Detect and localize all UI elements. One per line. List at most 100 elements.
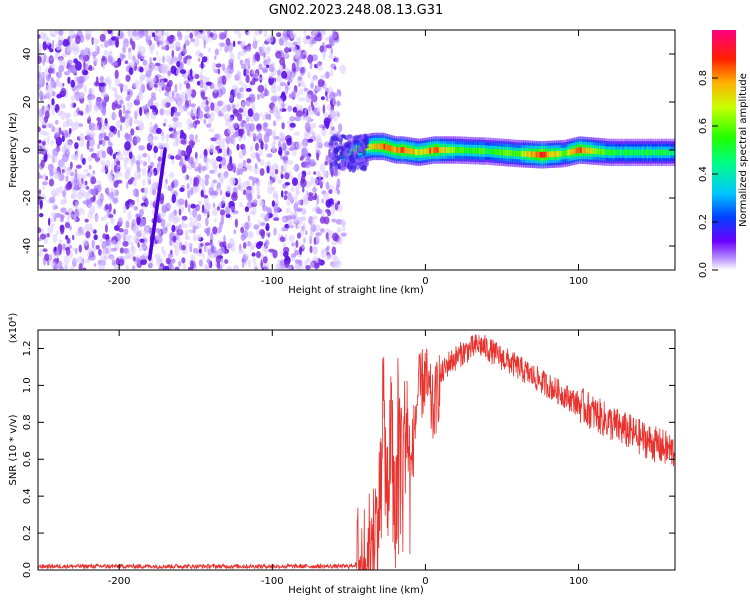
snr-x-ticks: -200 -100 0 100 bbox=[108, 330, 588, 587]
spectrogram-noise-cell bbox=[172, 179, 179, 188]
spectrogram-noise-cell bbox=[305, 265, 311, 270]
spectrogram-noise-cell bbox=[171, 49, 175, 58]
spectrogram-noise-cell bbox=[180, 150, 186, 157]
spectrogram-noise-cell bbox=[151, 92, 156, 98]
spectrogram-noise-cell bbox=[307, 194, 314, 202]
spectrogram-signal-cell bbox=[627, 149, 631, 156]
spectrogram-noise-cell bbox=[211, 253, 218, 259]
spectrogram-noise-cell bbox=[257, 158, 261, 163]
spectrogram-noise-cell bbox=[185, 235, 191, 241]
spectrogram-noise-cell bbox=[38, 189, 42, 195]
spectrogram-signal-cell bbox=[583, 147, 587, 154]
spectrogram-onset-cell bbox=[338, 137, 344, 142]
spectrogram-noise-cell bbox=[44, 152, 48, 162]
snr-x-tick-label: -100 bbox=[261, 576, 284, 587]
spectrogram-onset-cell bbox=[363, 158, 367, 163]
spectrogram-noise-cell bbox=[174, 266, 180, 270]
spectrogram-noise-cell bbox=[96, 45, 100, 55]
spectrogram-noise-cell bbox=[186, 118, 193, 127]
spectrogram-noise-cell bbox=[163, 122, 166, 127]
spectrogram-noise-cell bbox=[60, 227, 65, 235]
spectrogram-noise-cell bbox=[292, 166, 297, 171]
spectrogram-noise-cell bbox=[165, 178, 168, 185]
spectrogram-noise-cell bbox=[316, 195, 320, 205]
spectrogram-noise-cell bbox=[167, 253, 174, 259]
spectrogram-noise-cell bbox=[125, 265, 129, 270]
spectrogram-noise-cell bbox=[83, 70, 89, 76]
spectrogram-noise-cell bbox=[204, 247, 210, 253]
spectrogram-noise-cell bbox=[38, 213, 44, 218]
spectrogram-noise-cell bbox=[91, 65, 95, 72]
spectrogram-noise-cell bbox=[190, 260, 194, 270]
spectrogram-noise-cell bbox=[309, 61, 313, 70]
spectrogram-noise-cell bbox=[107, 79, 112, 85]
spectrogram-noise-cell bbox=[151, 32, 156, 38]
spectrogram-noise-cell bbox=[225, 120, 231, 127]
spectrogram-noise-cell bbox=[270, 95, 278, 103]
spectrogram-noise-cell bbox=[78, 178, 83, 187]
spectrogram-signal-cell bbox=[436, 147, 440, 153]
spectrogram-noise-cell bbox=[133, 205, 139, 211]
spectrogram-noise-cell bbox=[218, 148, 223, 154]
spectrogram-noise-cell bbox=[117, 149, 122, 156]
spectrogram-noise-cell bbox=[130, 245, 136, 256]
spectrogram-noise-cell bbox=[198, 53, 204, 58]
spectrogram-noise-cell bbox=[225, 37, 231, 46]
spectrogram-noise-cell bbox=[338, 123, 343, 133]
spectrogram-noise-cell bbox=[286, 199, 291, 207]
spectrogram-noise-cell bbox=[51, 154, 58, 164]
spectrogram-noise-cell bbox=[55, 41, 62, 51]
spectrogram-noise-cell bbox=[65, 116, 69, 125]
spectrogram-signal-cell bbox=[530, 151, 533, 158]
spectrogram-noise-cell bbox=[296, 207, 303, 212]
spectrogram-noise-cell bbox=[138, 123, 144, 132]
spectrogram-signal-cell bbox=[423, 148, 427, 155]
spectrogram-noise-cell bbox=[302, 186, 305, 193]
spectrogram-onset-cell bbox=[332, 135, 338, 142]
spectrogram-noise-cell bbox=[84, 191, 88, 201]
snr-plot-area bbox=[38, 334, 675, 570]
spectrogram-signal-cell bbox=[541, 151, 544, 158]
spectrogram-noise-cell bbox=[78, 263, 83, 270]
spectrogram-signal-cell bbox=[433, 147, 436, 153]
spectrogram-noise-cell bbox=[216, 156, 223, 162]
spectrogram-noise-cell bbox=[216, 261, 221, 269]
spectrogram-noise-cell bbox=[326, 254, 330, 261]
spectrogram-signal-cell bbox=[534, 151, 537, 158]
spectrogram-noise-cell bbox=[84, 218, 89, 223]
spectrogram-noise-cell bbox=[139, 255, 146, 261]
spectrogram-noise-cell bbox=[219, 140, 225, 150]
spectrogram-noise-cell bbox=[279, 131, 284, 137]
spectrogram-noise-cell bbox=[78, 244, 83, 253]
spectrogram-noise-cell bbox=[213, 30, 217, 35]
spectrogram-noise-cell bbox=[305, 230, 308, 236]
spectrogram-noise-cell bbox=[266, 55, 271, 64]
snr-frame bbox=[37, 329, 676, 571]
spectrogram-noise-cell bbox=[141, 83, 146, 94]
spectrogram-noise-cell bbox=[338, 260, 342, 265]
spectrogram-noise-cell bbox=[133, 119, 140, 125]
spectrogram-noise-cell bbox=[247, 215, 250, 222]
spectrogram-noise-cell bbox=[75, 164, 82, 169]
spectrogram-noise-cell bbox=[46, 91, 52, 100]
spectrogram-noise-cell bbox=[329, 130, 333, 136]
spectrogram-signal-cell bbox=[638, 149, 642, 156]
spectrogram-noise-cell bbox=[190, 103, 197, 108]
spectrogram-noise-cell bbox=[162, 55, 165, 64]
spectrogram-noise-cell bbox=[246, 179, 251, 186]
spectrogram-signal-cell bbox=[629, 149, 633, 156]
spectrogram-signal-cell bbox=[383, 143, 386, 150]
spectrogram-noise-cell bbox=[238, 80, 243, 85]
spectrogram-x-axis-label: Height of straight line (km) bbox=[288, 285, 424, 296]
spectrogram-signal-cell bbox=[670, 149, 673, 156]
spectrogram-noise-cell bbox=[280, 154, 284, 160]
spectrogram-noise-cell bbox=[65, 175, 69, 182]
spectrogram-noise-cell bbox=[87, 198, 92, 205]
spectrogram-signal-cell bbox=[488, 148, 491, 155]
spectrogram-noise-cell bbox=[117, 217, 123, 227]
spectrogram-noise-cell bbox=[233, 88, 237, 98]
spectrogram-noise-cell bbox=[240, 119, 245, 129]
spectrogram-noise-cell bbox=[66, 237, 71, 244]
spectrogram-noise-cell bbox=[98, 139, 103, 145]
spectrogram-noise-cell bbox=[138, 30, 145, 35]
